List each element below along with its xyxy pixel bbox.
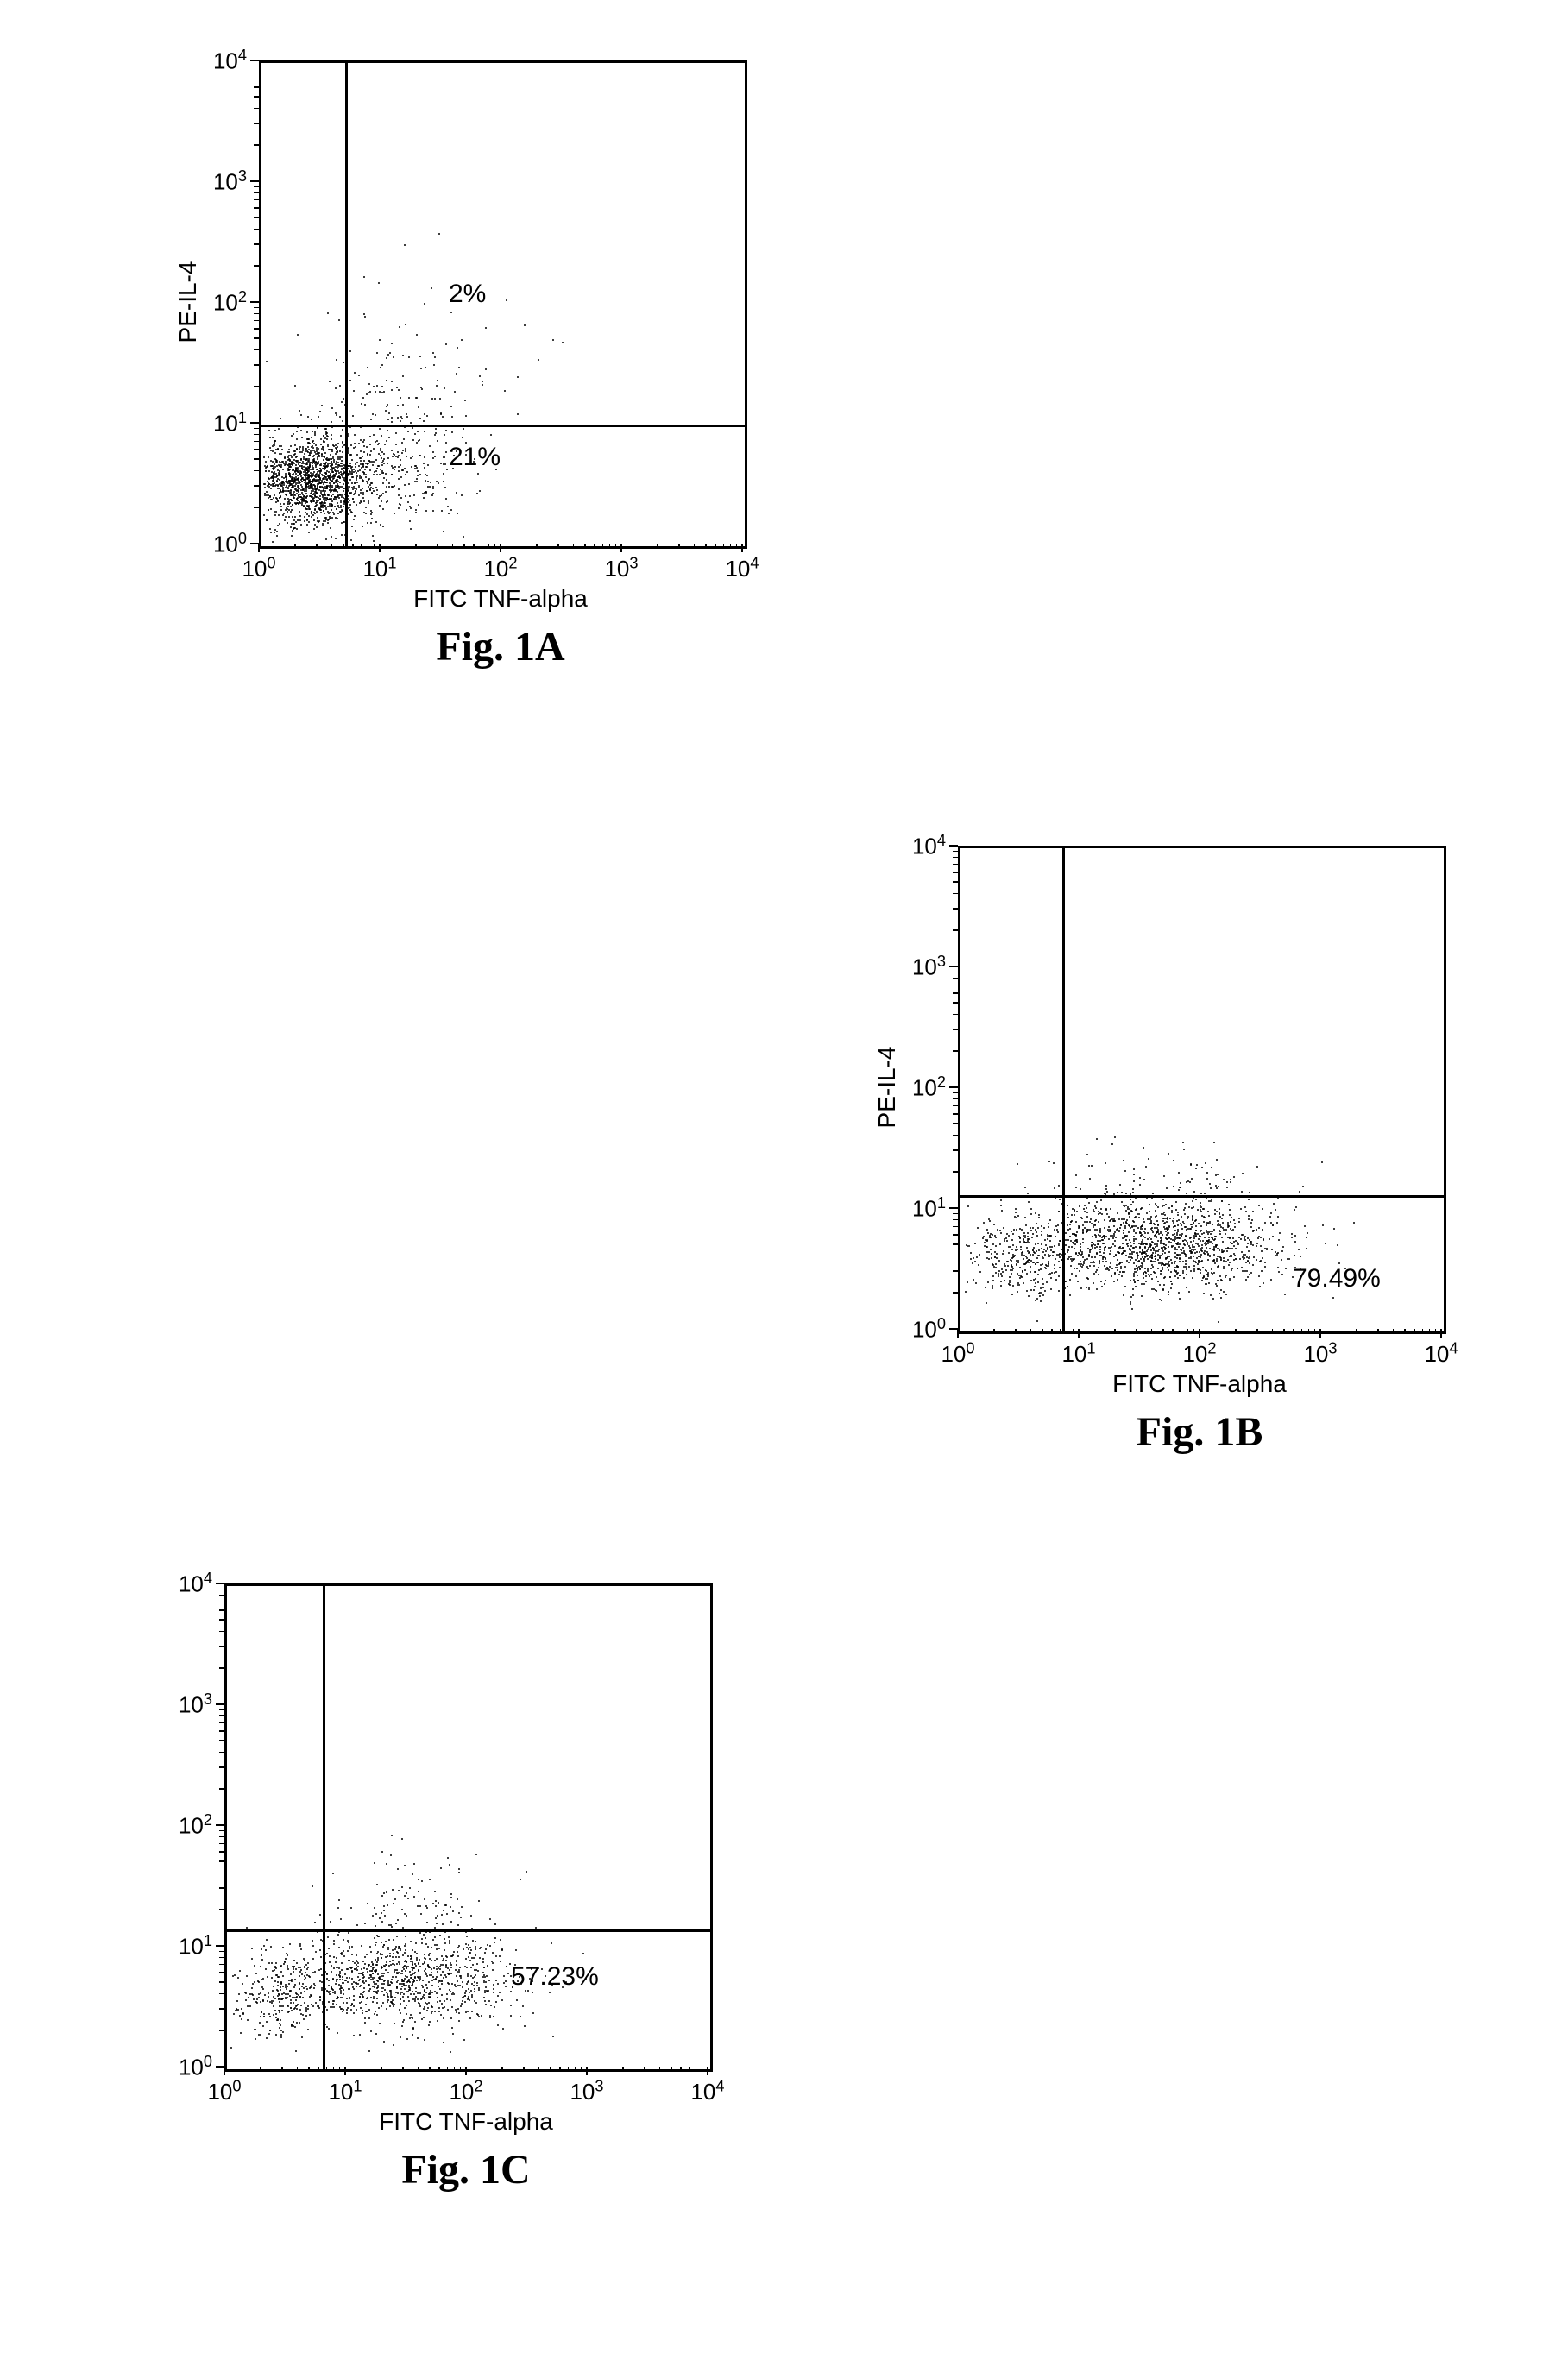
quadrant-horizontal bbox=[227, 1929, 710, 1932]
quadrant-vertical bbox=[323, 1586, 325, 2069]
x-tick-label: 100 bbox=[941, 1339, 974, 1368]
scatter-plot: 2% 21% bbox=[259, 60, 747, 549]
x-tick-label: 104 bbox=[1424, 1339, 1458, 1368]
x-tick-label: 104 bbox=[690, 2077, 724, 2105]
scatter-plot: 57.23% bbox=[224, 1583, 713, 2072]
y-tick-label: 102 bbox=[912, 1073, 946, 1102]
panel-a: 2%21%100101102103104100101102103104FITC … bbox=[164, 52, 777, 682]
x-tick-label: 101 bbox=[1061, 1339, 1095, 1368]
y-tick-label: 100 bbox=[213, 530, 247, 558]
y-tick-label: 103 bbox=[213, 167, 247, 196]
y-tick-label: 100 bbox=[179, 2053, 212, 2081]
x-axis-label: FITC TNF-alpha bbox=[413, 585, 588, 613]
panel-c: 57.23%100101102103104100101102103104FITC… bbox=[129, 1575, 742, 2205]
y-tick-label: 102 bbox=[213, 288, 247, 317]
figure-caption: Fig. 1C bbox=[401, 2146, 530, 2194]
y-tick-label: 101 bbox=[213, 409, 247, 437]
y-axis-label: PE-IL-4 bbox=[174, 261, 202, 343]
quadrant-horizontal bbox=[960, 1195, 1444, 1198]
y-tick-label: 104 bbox=[912, 832, 946, 860]
panel-b: 79.49%100101102103104100101102103104FITC… bbox=[863, 837, 1476, 1467]
y-tick-label: 104 bbox=[213, 47, 247, 75]
x-axis-label: FITC TNF-alpha bbox=[379, 2108, 553, 2136]
x-tick-label: 100 bbox=[242, 554, 275, 582]
y-axis-label: PE-IL-4 bbox=[873, 1047, 901, 1129]
y-tick-label: 104 bbox=[179, 1570, 212, 1598]
figure-caption: Fig. 1A bbox=[436, 623, 564, 670]
quadrant-percent-label: 2% bbox=[449, 280, 486, 309]
x-tick-label: 101 bbox=[328, 2077, 362, 2105]
x-tick-label: 103 bbox=[604, 554, 638, 582]
quadrant-percent-label: 79.49% bbox=[1293, 1264, 1381, 1294]
x-tick-label: 102 bbox=[449, 2077, 482, 2105]
quadrant-percent-label: 57.23% bbox=[511, 1962, 599, 1992]
scatter-plot: 79.49% bbox=[958, 846, 1446, 1334]
y-tick-label: 103 bbox=[912, 953, 946, 981]
y-tick-label: 101 bbox=[912, 1194, 946, 1223]
x-tick-label: 100 bbox=[207, 2077, 241, 2105]
x-tick-label: 102 bbox=[1182, 1339, 1216, 1368]
quadrant-horizontal bbox=[261, 425, 745, 427]
x-axis-label: FITC TNF-alpha bbox=[1112, 1370, 1287, 1398]
y-tick-label: 101 bbox=[179, 1932, 212, 1961]
y-tick-label: 102 bbox=[179, 1811, 212, 1840]
y-tick-label: 103 bbox=[179, 1690, 212, 1719]
x-tick-label: 104 bbox=[725, 554, 759, 582]
figure-caption: Fig. 1B bbox=[1137, 1408, 1263, 1456]
x-tick-label: 101 bbox=[362, 554, 396, 582]
y-tick-label: 100 bbox=[912, 1315, 946, 1344]
x-tick-label: 102 bbox=[483, 554, 517, 582]
x-tick-label: 103 bbox=[1303, 1339, 1337, 1368]
quadrant-percent-label: 21% bbox=[449, 443, 501, 472]
x-tick-label: 103 bbox=[570, 2077, 603, 2105]
